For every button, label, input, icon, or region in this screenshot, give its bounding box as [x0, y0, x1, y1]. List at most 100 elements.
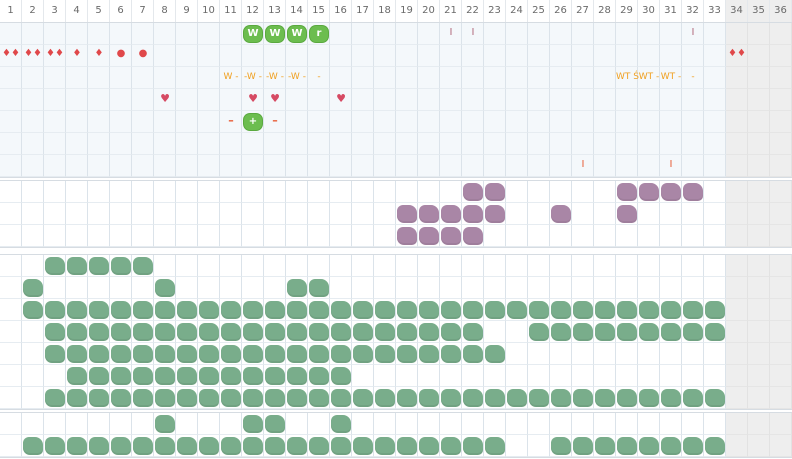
- bottom-cell[interactable]: [484, 435, 506, 457]
- green-cell[interactable]: [748, 387, 770, 409]
- marker-cell[interactable]: [66, 111, 88, 133]
- bottom-cell[interactable]: [44, 435, 66, 457]
- marker-cell[interactable]: [484, 89, 506, 111]
- green-cell[interactable]: [264, 321, 286, 343]
- green-cell[interactable]: [352, 255, 374, 277]
- marker-cell[interactable]: [220, 67, 242, 89]
- green-block[interactable]: [133, 437, 153, 455]
- bottom-cell[interactable]: [308, 435, 330, 457]
- marker-cell[interactable]: [528, 67, 550, 89]
- marker-cell[interactable]: [132, 89, 154, 111]
- green-cell[interactable]: [594, 255, 616, 277]
- marker-cell[interactable]: [198, 133, 220, 155]
- green-block[interactable]: [155, 345, 175, 363]
- green-cell[interactable]: [198, 321, 220, 343]
- green-cell[interactable]: [0, 387, 22, 409]
- bottom-cell[interactable]: [594, 435, 616, 457]
- green-cell[interactable]: [44, 277, 66, 299]
- marker-cell[interactable]: [220, 89, 242, 111]
- green-cell[interactable]: [550, 365, 572, 387]
- marker-cell[interactable]: [660, 89, 682, 111]
- green-block[interactable]: [419, 345, 439, 363]
- purple-cell[interactable]: [528, 203, 550, 225]
- green-cell[interactable]: [572, 343, 594, 365]
- marker-cell[interactable]: [682, 155, 704, 177]
- green-block[interactable]: [397, 437, 417, 455]
- marker-cell[interactable]: [242, 155, 264, 177]
- marker-cell[interactable]: [198, 111, 220, 133]
- marker-cell[interactable]: [506, 111, 528, 133]
- green-block[interactable]: [397, 389, 417, 407]
- green-block[interactable]: [331, 345, 351, 363]
- marker-cell[interactable]: [132, 133, 154, 155]
- purple-cell[interactable]: [748, 225, 770, 247]
- bottom-cell[interactable]: [572, 413, 594, 435]
- marker-cell[interactable]: [770, 155, 792, 177]
- green-block[interactable]: [155, 389, 175, 407]
- marker-cell[interactable]: [176, 67, 198, 89]
- purple-block[interactable]: [463, 205, 483, 223]
- green-block[interactable]: [265, 301, 285, 319]
- purple-cell[interactable]: [132, 203, 154, 225]
- marker-cell[interactable]: [704, 45, 726, 67]
- marker-cell[interactable]: [352, 67, 374, 89]
- green-block[interactable]: [529, 389, 549, 407]
- green-cell[interactable]: [748, 299, 770, 321]
- bottom-cell[interactable]: [528, 435, 550, 457]
- bottom-cell[interactable]: [352, 435, 374, 457]
- green-block[interactable]: [353, 301, 373, 319]
- green-cell[interactable]: [198, 365, 220, 387]
- marker-cell[interactable]: [682, 133, 704, 155]
- green-cell[interactable]: [704, 299, 726, 321]
- marker-cell[interactable]: [66, 67, 88, 89]
- purple-cell[interactable]: [484, 225, 506, 247]
- green-cell[interactable]: [682, 387, 704, 409]
- marker-cell[interactable]: [110, 67, 132, 89]
- green-cell[interactable]: [506, 343, 528, 365]
- green-cell[interactable]: [132, 365, 154, 387]
- bottom-cell[interactable]: [286, 413, 308, 435]
- green-cell[interactable]: [704, 255, 726, 277]
- marker-cell[interactable]: [726, 23, 748, 45]
- green-block[interactable]: [375, 323, 395, 341]
- green-cell[interactable]: [704, 365, 726, 387]
- red-drop-marker[interactable]: ♦♦: [2, 48, 20, 59]
- green-cell[interactable]: [264, 255, 286, 277]
- bottom-cell[interactable]: [110, 435, 132, 457]
- bottom-cell[interactable]: [638, 413, 660, 435]
- marker-cell[interactable]: [506, 155, 528, 177]
- green-cell[interactable]: [638, 365, 660, 387]
- marker-cell[interactable]: [88, 155, 110, 177]
- bottom-cell[interactable]: [550, 435, 572, 457]
- bottom-cell[interactable]: [198, 435, 220, 457]
- green-cell[interactable]: [506, 321, 528, 343]
- marker-cell[interactable]: [704, 111, 726, 133]
- marker-cell[interactable]: [616, 89, 638, 111]
- green-cell[interactable]: [0, 365, 22, 387]
- purple-cell[interactable]: [88, 181, 110, 203]
- bottom-cell[interactable]: [110, 413, 132, 435]
- marker-cell[interactable]: [242, 67, 264, 89]
- green-cell[interactable]: [154, 343, 176, 365]
- green-cell[interactable]: [638, 321, 660, 343]
- green-cell[interactable]: [176, 321, 198, 343]
- green-cell[interactable]: [308, 321, 330, 343]
- green-cell[interactable]: [154, 365, 176, 387]
- marker-cell[interactable]: [748, 45, 770, 67]
- green-block[interactable]: [155, 301, 175, 319]
- green-block[interactable]: [331, 437, 351, 455]
- green-cell[interactable]: [242, 365, 264, 387]
- column-header-22[interactable]: 22: [462, 0, 484, 22]
- green-block[interactable]: [177, 389, 197, 407]
- green-cell[interactable]: [418, 255, 440, 277]
- marker-cell[interactable]: [110, 45, 132, 67]
- green-cell[interactable]: [396, 365, 418, 387]
- marker-cell[interactable]: [198, 155, 220, 177]
- green-cell[interactable]: [352, 299, 374, 321]
- marker-cell[interactable]: [748, 133, 770, 155]
- purple-cell[interactable]: [286, 203, 308, 225]
- green-cell[interactable]: [220, 321, 242, 343]
- green-cell[interactable]: [550, 321, 572, 343]
- green-block[interactable]: [397, 345, 417, 363]
- green-cell[interactable]: [286, 343, 308, 365]
